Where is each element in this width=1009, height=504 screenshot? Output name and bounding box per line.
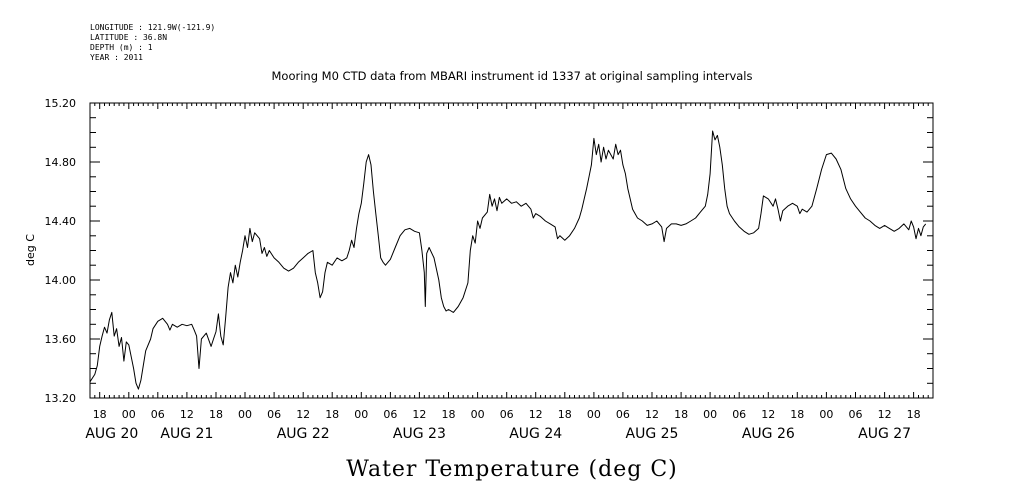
x-hour-label: 06 [616, 408, 630, 421]
x-date-label: AUG 21 [160, 426, 213, 442]
x-hour-label: 18 [558, 408, 572, 421]
x-date-label: AUG 20 [85, 426, 138, 442]
axis-ticks [89, 102, 934, 399]
x-hour-label: 06 [849, 408, 863, 421]
x-hour-label: 00 [471, 408, 485, 421]
x-axis-label: Water Temperature (deg C) [346, 457, 678, 482]
x-hour-label: 06 [151, 408, 165, 421]
x-hour-label: 18 [325, 408, 339, 421]
x-hour-label: 18 [93, 408, 107, 421]
x-tick-labels: 18 00 06 12 18 00 06 12 18 00 06 12 18 00 06 12 18 00 06 12… [93, 408, 921, 421]
x-hour-label: 00 [122, 408, 136, 421]
x-hour-label: 00 [819, 408, 833, 421]
y-tick-label: 13.60 [45, 333, 77, 346]
x-hour-label: 12 [878, 408, 892, 421]
plot-frame [89, 102, 934, 399]
x-hour-label: 12 [529, 408, 543, 421]
meta-year: YEAR : 2011 [90, 53, 143, 62]
x-hour-label: 12 [412, 408, 426, 421]
series-layer [89, 130, 927, 390]
x-hour-label: 18 [209, 408, 223, 421]
meta-block: LONGITUDE : 121.9W(-121.9) LATITUDE : 36… [90, 23, 215, 62]
x-date-label: AUG 27 [858, 426, 911, 442]
x-hour-label: 12 [180, 408, 194, 421]
y-tick-label: 14.40 [45, 215, 77, 228]
meta-latitude: LATITUDE : 36.8N [90, 33, 167, 42]
chart-title: Mooring M0 CTD data from MBARI instrumen… [272, 69, 753, 83]
meta-longitude: LONGITUDE : 121.9W(-121.9) [90, 23, 215, 32]
y-tick-label: 14.80 [45, 156, 77, 169]
x-hour-label: 18 [907, 408, 921, 421]
x-hour-label: 06 [267, 408, 281, 421]
x-hour-label: 00 [354, 408, 368, 421]
x-hour-label: 18 [442, 408, 456, 421]
x-date-labels: AUG 20 AUG 21 AUG 22 AUG 23 AUG 24 AUG 25 AUG … [85, 426, 911, 442]
x-hour-label: 00 [587, 408, 601, 421]
x-hour-label: 18 [790, 408, 804, 421]
x-date-label: AUG 25 [626, 426, 679, 442]
x-hour-label: 18 [674, 408, 688, 421]
temperature-series-line [89, 130, 927, 390]
x-hour-label: 06 [500, 408, 514, 421]
x-date-label: AUG 23 [393, 426, 446, 442]
x-date-label: AUG 22 [277, 426, 330, 442]
x-hour-label: 12 [296, 408, 310, 421]
y-tick-label: 15.20 [45, 97, 77, 110]
meta-depth: DEPTH (m) : 1 [90, 43, 153, 52]
x-hour-label: 12 [761, 408, 775, 421]
y-tick-label: 14.00 [45, 274, 77, 287]
x-hour-label: 06 [383, 408, 397, 421]
x-date-label: AUG 24 [509, 426, 562, 442]
x-hour-label: 12 [645, 408, 659, 421]
y-tick-labels: 13.20 13.60 14.00 14.40 14.80 15.20 [45, 97, 77, 405]
x-date-label: AUG 26 [742, 426, 795, 442]
x-hour-label: 06 [732, 408, 746, 421]
y-axis-label: deg C [24, 234, 37, 266]
x-hour-label: 00 [703, 408, 717, 421]
x-hour-label: 00 [238, 408, 252, 421]
y-tick-label: 13.20 [45, 392, 77, 405]
